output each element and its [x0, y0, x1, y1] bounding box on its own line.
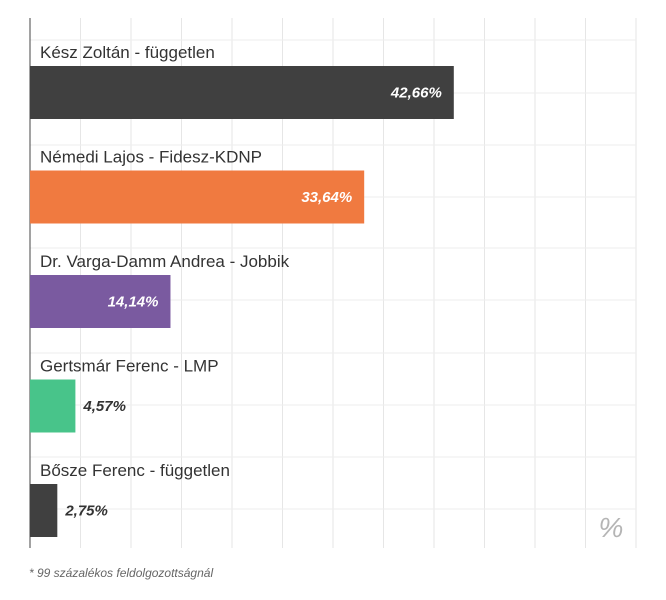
- bar: [30, 170, 365, 224]
- value-label: 14,14%: [108, 294, 159, 311]
- bar: [30, 275, 171, 328]
- category-label: Dr. Varga-Damm Andrea - Jobbik: [40, 252, 290, 271]
- footnote: * 99 százalékos feldolgozottságnál: [29, 566, 214, 580]
- category-label: Kész Zoltán - független: [40, 43, 215, 62]
- category-label: Némedi Lajos - Fidesz-KDNP: [40, 148, 262, 167]
- value-label: 42,66%: [390, 85, 442, 102]
- unit-symbol: %: [599, 512, 624, 543]
- value-label: 4,57%: [82, 398, 126, 415]
- category-label: Bősze Ferenc - független: [40, 461, 230, 480]
- value-label: 2,75%: [64, 503, 108, 520]
- category-label: Gertsmár Ferenc - LMP: [40, 357, 219, 376]
- bar: [30, 379, 76, 433]
- value-label: 33,64%: [301, 189, 352, 206]
- bars-group: Kész Zoltán - független 42,66% Némedi Lajo…: [30, 43, 454, 537]
- bar: [30, 484, 58, 537]
- bar: [30, 66, 454, 119]
